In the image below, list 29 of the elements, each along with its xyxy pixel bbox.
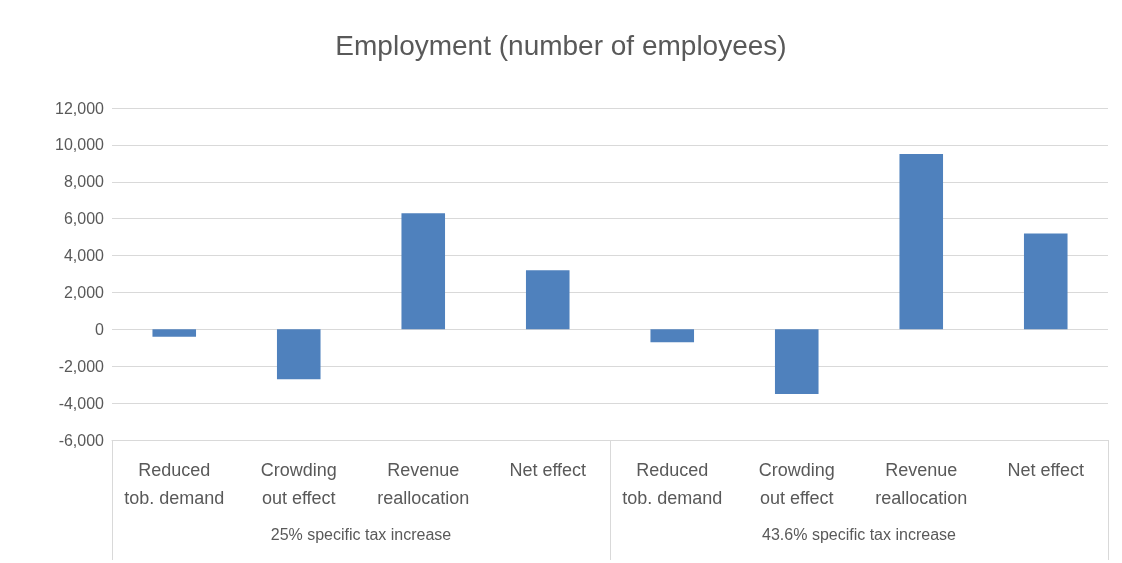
bar bbox=[152, 329, 197, 337]
y-tick-label: 4,000 bbox=[63, 247, 105, 265]
text: 25% specific tax increase bbox=[270, 525, 452, 543]
y-tick-label: 8,000 bbox=[63, 173, 105, 191]
bar bbox=[1023, 233, 1068, 330]
chart-title: Employment (number of employees) bbox=[335, 29, 787, 61]
x-tick-label: Net effect bbox=[1007, 460, 1085, 480]
bar bbox=[899, 154, 944, 330]
bar bbox=[774, 329, 819, 394]
y-tick-label: -2,000 bbox=[58, 357, 105, 375]
x-tick-label: Crowding out effect bbox=[260, 460, 337, 508]
x-tick-label: Revenue reallocation bbox=[875, 460, 968, 508]
y-tick-label: 6,000 bbox=[63, 210, 105, 228]
bar bbox=[401, 213, 446, 330]
bar bbox=[276, 329, 321, 380]
x-tick-label: Revenue reallocation bbox=[377, 460, 470, 508]
y-tick-label: -4,000 bbox=[58, 394, 105, 412]
x-tick-label: Crowding out effect bbox=[758, 460, 835, 508]
x-tick-label: Reduced tob. demand bbox=[622, 460, 723, 508]
y-tick-label: 12,000 bbox=[55, 99, 105, 117]
bar bbox=[650, 329, 695, 343]
x-tick-label: Net effect bbox=[509, 460, 587, 480]
y-tick-label: 0 bbox=[95, 320, 105, 338]
x-tick-label: Reduced tob. demand bbox=[124, 460, 225, 508]
y-tick-label: 10,000 bbox=[55, 136, 105, 154]
bar bbox=[525, 270, 570, 330]
text: 43.6% specific tax increase bbox=[762, 525, 957, 543]
y-tick-label: -6,000 bbox=[58, 431, 105, 449]
y-tick-label: 2,000 bbox=[63, 283, 105, 301]
